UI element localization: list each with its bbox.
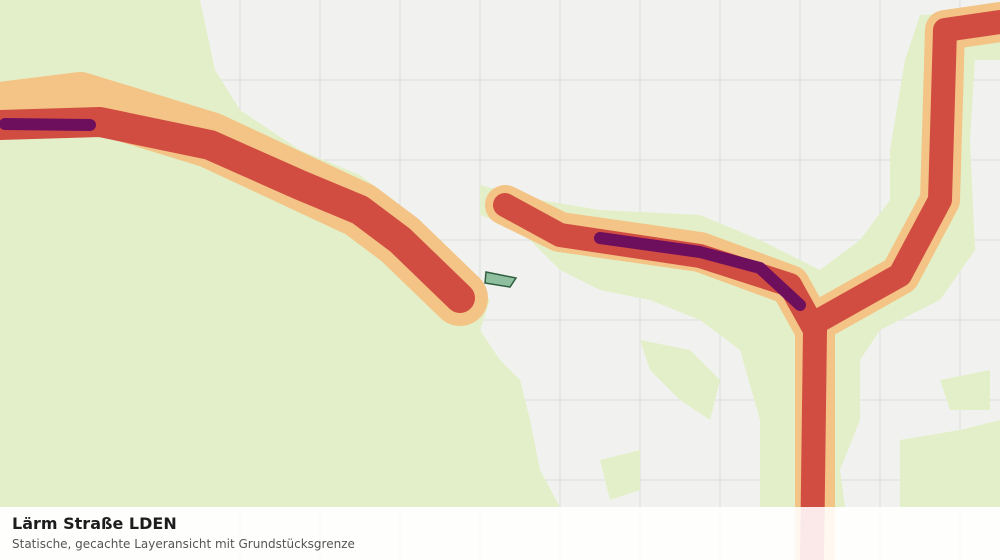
layer-subtitle: Statische, gecachte Layeransicht mit Gru… <box>12 537 355 551</box>
low-noise-areas <box>0 0 1000 507</box>
parcel-boundary <box>484 271 518 288</box>
info-panel: Lärm Straße LDEN Statische, gecachte Lay… <box>0 507 1000 560</box>
layer-title: Lärm Straße LDEN <box>12 514 177 533</box>
